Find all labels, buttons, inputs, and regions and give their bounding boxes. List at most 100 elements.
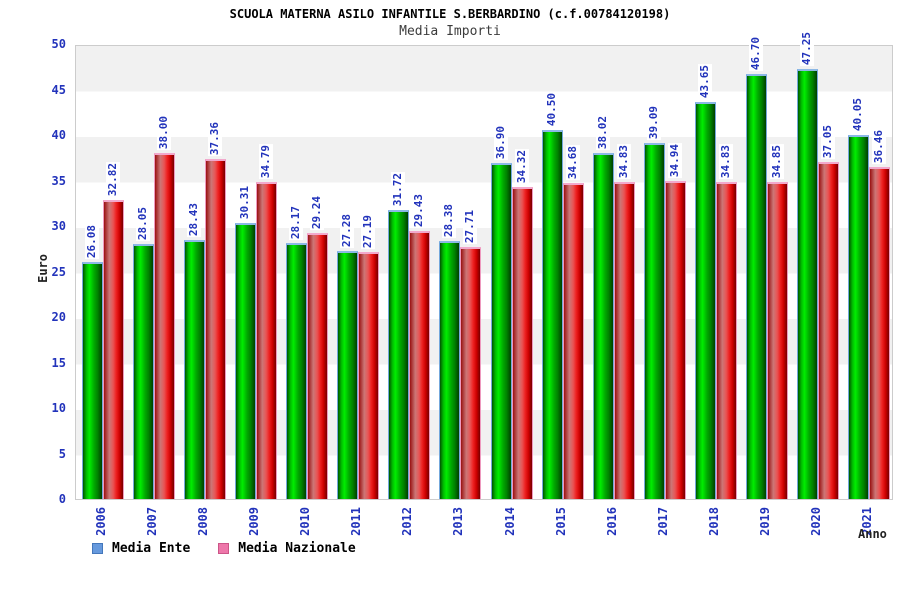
- bar-value-media-ente-2016: 38.02: [596, 114, 610, 150]
- bar-media-ente-2016: [593, 153, 614, 499]
- bar-media-ente-2019: [746, 74, 767, 499]
- bar-value-media-ente-2020: 47.25: [800, 30, 814, 66]
- bar-media-ente-2013: [439, 241, 460, 499]
- bar-media-ente-2010: [286, 243, 307, 499]
- bar-media-nazionale-2010: [307, 233, 328, 499]
- y-tick-0: 0: [58, 492, 66, 506]
- x-tick-2020: 2020: [809, 507, 823, 536]
- x-tick-2017: 2017: [656, 507, 670, 536]
- bar-value-media-nazionale-2015: 34.68: [566, 144, 580, 180]
- x-tick-2009: 2009: [247, 507, 261, 536]
- y-tick-20: 20: [51, 310, 66, 324]
- bar-media-nazionale-2014: [512, 187, 533, 499]
- bar-media-nazionale-2021: [869, 167, 890, 499]
- bar-value-media-nazionale-2008: 37.36: [208, 120, 222, 156]
- chart-title: SCUOLA MATERNA ASILO INFANTILE S.BERBARD…: [229, 7, 671, 21]
- bar-media-ente-2012: [388, 210, 409, 499]
- plot-area: 26.08 32.82 28.05 38.00 28.43 37.36 30.31 34.79…: [75, 30, 893, 500]
- bar-value-media-nazionale-2014: 34.32: [515, 148, 529, 184]
- x-tick-2016: 2016: [605, 507, 619, 536]
- x-tick-2011: 2011: [349, 507, 363, 536]
- legend-swatch-media-nazionale-icon: [218, 543, 230, 554]
- x-tick-2008: 2008: [196, 507, 210, 536]
- bar-media-nazionale-2008: [205, 159, 226, 499]
- x-tick-2018: 2018: [707, 507, 721, 536]
- x-axis-label: Anno: [858, 527, 887, 541]
- x-tick-2014: 2014: [503, 507, 517, 536]
- y-tick-25: 25: [51, 265, 66, 279]
- bar-media-nazionale-2009: [256, 182, 277, 499]
- x-tick-2006: 2006: [94, 507, 108, 536]
- chart-subtitle: Media Importi: [399, 24, 501, 39]
- bar-media-nazionale-2018: [716, 182, 737, 499]
- y-tick-40: 40: [51, 128, 66, 142]
- bar-value-media-ente-2009: 30.31: [238, 184, 252, 220]
- bar-media-ente-2020: [797, 69, 818, 499]
- bar-media-ente-2006: [82, 262, 103, 499]
- bar-value-media-nazionale-2011: 27.19: [361, 213, 375, 249]
- bar-value-media-nazionale-2018: 34.83: [719, 143, 733, 179]
- bar-media-ente-2007: [133, 244, 154, 499]
- bar-media-ente-2009: [235, 223, 256, 499]
- x-tick-2013: 2013: [451, 507, 465, 536]
- bar-value-media-nazionale-2006: 32.82: [106, 161, 120, 197]
- bar-value-media-ente-2019: 46.70: [749, 35, 763, 71]
- bar-value-media-nazionale-2012: 29.43: [412, 192, 426, 228]
- y-tick-35: 35: [51, 174, 66, 188]
- y-tick-30: 30: [51, 219, 66, 233]
- x-tick-2015: 2015: [554, 507, 568, 536]
- x-tick-2012: 2012: [400, 507, 414, 536]
- bar-media-nazionale-2006: [103, 200, 124, 499]
- x-tick-2019: 2019: [758, 507, 772, 536]
- bar-media-nazionale-2019: [767, 182, 788, 499]
- bar-value-media-nazionale-2021: 36.46: [872, 128, 886, 164]
- bar-media-nazionale-2007: [154, 153, 175, 499]
- bar-value-media-ente-2006: 26.08: [85, 223, 99, 259]
- legend-item-media-nazionale: Media Nazionale: [218, 541, 356, 556]
- bar-value-media-ente-2014: 36.90: [494, 124, 508, 160]
- bar-media-nazionale-2015: [563, 183, 584, 499]
- y-tick-50: 50: [51, 37, 66, 51]
- bar-media-nazionale-2012: [409, 231, 430, 499]
- y-tick-15: 15: [51, 356, 66, 370]
- x-tick-2007: 2007: [145, 507, 159, 536]
- bar-media-ente-2018: [695, 102, 716, 499]
- bar-media-ente-2021: [848, 135, 869, 499]
- bar-value-media-ente-2018: 43.65: [698, 63, 712, 99]
- bar-value-media-nazionale-2010: 29.24: [310, 194, 324, 230]
- bar-media-nazionale-2020: [818, 162, 839, 499]
- bar-media-ente-2014: [491, 163, 512, 499]
- bar-value-media-nazionale-2007: 38.00: [157, 114, 171, 150]
- bar-value-media-ente-2021: 40.05: [851, 96, 865, 132]
- legend-label-media-ente: Media Ente: [112, 541, 191, 556]
- bar-media-ente-2017: [644, 143, 665, 499]
- bar-value-media-ente-2008: 28.43: [187, 201, 201, 237]
- bar-value-media-nazionale-2009: 34.79: [259, 143, 273, 179]
- bar-value-media-ente-2012: 31.72: [391, 171, 405, 207]
- bar-media-nazionale-2017: [665, 181, 686, 499]
- bar-value-media-ente-2013: 28.38: [442, 202, 456, 238]
- bar-value-media-nazionale-2017: 34.94: [668, 142, 682, 178]
- bar-media-nazionale-2011: [358, 252, 379, 499]
- bar-media-nazionale-2016: [614, 182, 635, 499]
- y-tick-5: 5: [58, 447, 66, 461]
- bar-value-media-ente-2017: 39.09: [647, 104, 661, 140]
- y-tick-45: 45: [51, 83, 66, 97]
- bar-value-media-nazionale-2013: 27.71: [463, 208, 477, 244]
- bar-value-media-ente-2010: 28.17: [289, 204, 303, 240]
- legend-swatch-media-ente-icon: [92, 543, 103, 554]
- bar-media-ente-2008: [184, 240, 205, 499]
- bar-media-ente-2011: [337, 251, 358, 499]
- legend: Media Ente Media Nazionale: [92, 541, 356, 556]
- legend-label-media-nazionale: Media Nazionale: [238, 541, 356, 556]
- bar-media-nazionale-2013: [460, 247, 481, 499]
- bar-value-media-nazionale-2016: 34.83: [617, 143, 631, 179]
- bar-value-media-nazionale-2020: 37.05: [821, 123, 835, 159]
- legend-item-media-ente: Media Ente: [92, 541, 190, 556]
- bar-value-media-ente-2007: 28.05: [136, 205, 150, 241]
- x-tick-2010: 2010: [298, 507, 312, 536]
- bar-media-ente-2015: [542, 130, 563, 499]
- bar-value-media-ente-2015: 40.50: [545, 91, 559, 127]
- y-tick-10: 10: [51, 401, 66, 415]
